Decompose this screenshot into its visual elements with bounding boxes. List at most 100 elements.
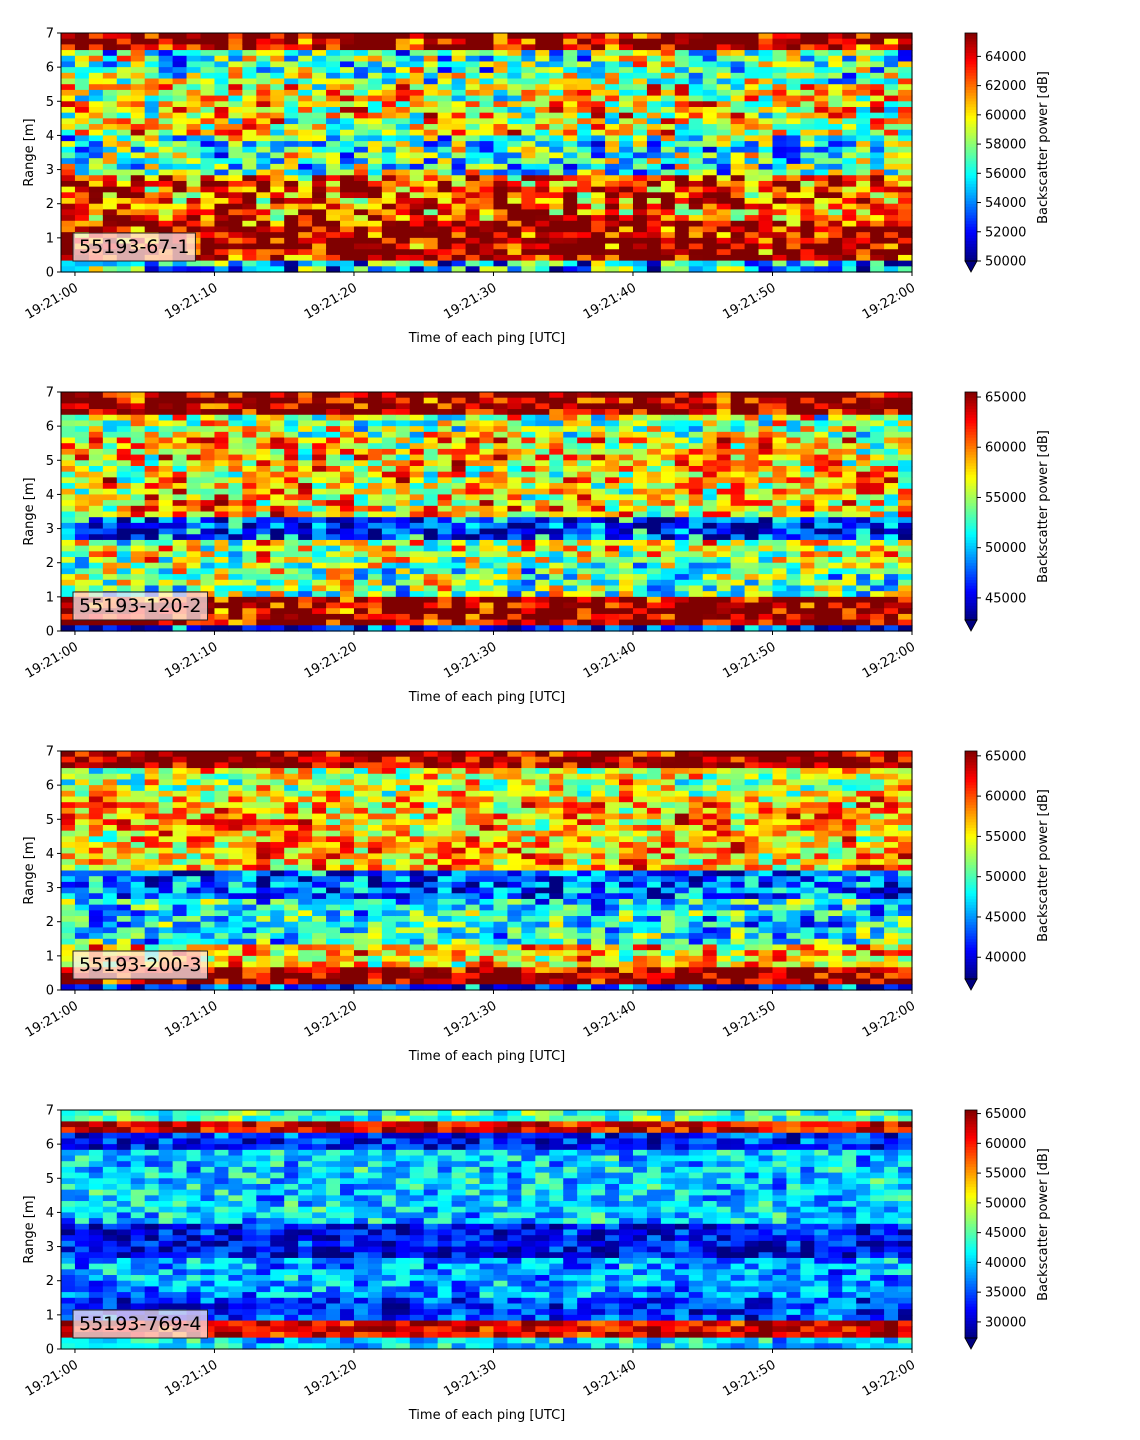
heatmap-cell (549, 403, 564, 409)
heatmap-cell (61, 426, 76, 432)
heatmap-cell (535, 187, 550, 193)
heatmap-cell (786, 529, 801, 535)
heatmap-cell (800, 255, 815, 261)
heatmap-cell (521, 187, 536, 193)
heatmap-cell (828, 204, 843, 210)
heatmap-cell (647, 67, 662, 73)
heatmap-cell (633, 472, 648, 478)
heatmap-cell (354, 432, 369, 438)
y-tick-label: 2 (46, 197, 54, 212)
heatmap-cell (201, 529, 216, 535)
heatmap-cell (884, 101, 899, 107)
heatmap-cell (675, 580, 690, 586)
heatmap-cell (242, 443, 257, 449)
heatmap-cell (61, 261, 76, 267)
heatmap-cell (828, 175, 843, 181)
heatmap-cell (312, 455, 327, 461)
heatmap-cell (480, 209, 495, 215)
heatmap-cell (284, 232, 299, 238)
heatmap-cell (424, 597, 439, 603)
heatmap-cell (647, 523, 662, 529)
heatmap-cell (745, 506, 760, 512)
heatmap-cell (284, 175, 299, 181)
heatmap-cell (717, 534, 732, 540)
heatmap-cell (675, 415, 690, 421)
heatmap-cell (340, 50, 355, 56)
heatmap-cell (703, 597, 718, 603)
heatmap-cell (382, 44, 397, 50)
heatmap-cell (382, 221, 397, 227)
heatmap-cell (298, 170, 313, 176)
heatmap-cell (89, 420, 104, 426)
heatmap-cell (117, 96, 132, 102)
heatmap-cell (438, 141, 453, 147)
heatmap-cell (173, 512, 188, 518)
heatmap-cell (214, 175, 229, 181)
heatmap-cell (549, 455, 564, 461)
heatmap-cell (521, 517, 536, 523)
heatmap-cell (619, 551, 634, 557)
heatmap-cell (284, 84, 299, 90)
heatmap-cell (466, 585, 481, 591)
heatmap-cell (535, 261, 550, 267)
heatmap-cell (870, 56, 885, 62)
heatmap-cell (326, 209, 341, 215)
heatmap-cell (410, 261, 425, 267)
heatmap-cell (75, 568, 90, 574)
heatmap-cell (535, 460, 550, 466)
heatmap-cell (187, 500, 202, 506)
heatmap-cell (745, 73, 760, 79)
heatmap-cell (745, 483, 760, 489)
heatmap-cell (521, 540, 536, 546)
heatmap-cell (577, 198, 592, 204)
heatmap-cell (591, 79, 606, 85)
heatmap-cell (577, 523, 592, 529)
heatmap-cell (298, 147, 313, 153)
heatmap-cell (159, 557, 174, 563)
heatmap-cell (298, 574, 313, 580)
heatmap-cell (703, 443, 718, 449)
heatmap-cell (228, 432, 243, 438)
heatmap-cell (577, 489, 592, 495)
heatmap-cell (493, 255, 508, 261)
heatmap-cell (703, 181, 718, 187)
heatmap-cell (214, 568, 229, 574)
heatmap-cell (717, 580, 732, 586)
heatmap-cell (201, 409, 216, 415)
heatmap-cell (396, 118, 411, 124)
heatmap-cell (354, 79, 369, 85)
heatmap-cell (647, 455, 662, 461)
heatmap-cell (549, 135, 564, 141)
heatmap-cell (466, 563, 481, 569)
heatmap-cell (772, 232, 787, 238)
heatmap-cell (898, 198, 913, 204)
heatmap-cell (605, 84, 620, 90)
heatmap-cell (633, 517, 648, 523)
heatmap-cell (354, 546, 369, 552)
heatmap-cell (814, 512, 829, 518)
heatmap-cell (605, 489, 620, 495)
heatmap-cell (480, 164, 495, 170)
heatmap-cell (759, 101, 774, 107)
heatmap-cell (270, 546, 285, 552)
heatmap-cell (633, 192, 648, 198)
heatmap-cell (800, 614, 815, 620)
heatmap-cell (647, 432, 662, 438)
heatmap-cell (256, 118, 271, 124)
heatmap-cell (89, 164, 104, 170)
heatmap-cell (173, 500, 188, 506)
heatmap-cell (633, 90, 648, 96)
heatmap-cell (563, 563, 578, 569)
heatmap-cell (493, 135, 508, 141)
heatmap-cell (438, 597, 453, 603)
heatmap-cell (284, 221, 299, 227)
heatmap-cell (745, 249, 760, 255)
heatmap-cell (256, 580, 271, 586)
heatmap-cell (689, 181, 704, 187)
heatmap-cell (284, 585, 299, 591)
heatmap-cell (605, 620, 620, 626)
heatmap-cell (131, 409, 146, 415)
heatmap-cell (745, 466, 760, 472)
heatmap-cell (452, 517, 467, 523)
heatmap-cell (703, 603, 718, 609)
